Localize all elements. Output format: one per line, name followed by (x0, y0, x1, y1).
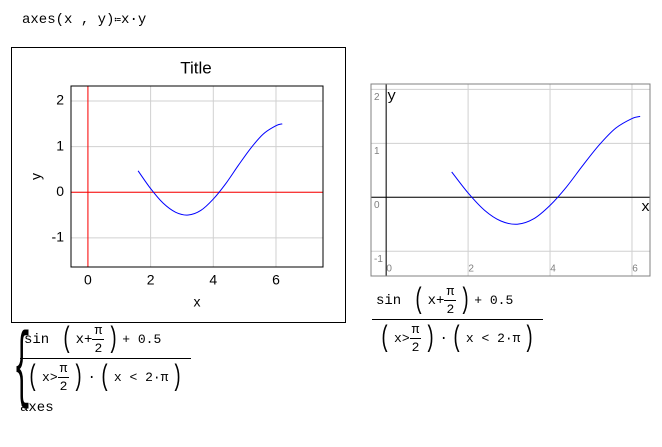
text: x> (394, 331, 410, 346)
chart-title: Title (180, 58, 212, 77)
text: x < 2·π (113, 370, 169, 385)
expression: sin (x+ π 2) + 0.5 (x> π 2) ·(x < 2·π) (372, 284, 543, 355)
text: sin (376, 292, 402, 309)
y-tick-label: 2 (56, 92, 64, 108)
text: 2 (446, 302, 455, 317)
fraction: sin (x+ π 2) + 0.5 (x> π 2) ·(x < 2·π) (372, 284, 543, 355)
text: x> (42, 370, 58, 385)
y-axis-label: y (387, 88, 396, 105)
definition: axes (x , y) ≔ x·y (22, 12, 146, 28)
x-axis-label: x (641, 199, 650, 216)
x-tick-label: 0 (386, 264, 392, 275)
x-tick-label: 4 (209, 272, 217, 288)
text: + 0.5 (474, 293, 514, 308)
x-tick-label: 2 (147, 272, 155, 288)
text: π (444, 284, 457, 301)
otherwise: axes (20, 400, 54, 416)
plot-box (370, 83, 651, 277)
text: 2 (411, 340, 420, 355)
assign: ≔ (114, 15, 122, 27)
text: π (409, 322, 422, 339)
text: π (92, 323, 105, 340)
function-name: axes (22, 12, 56, 28)
piecewise-expression: { sin (x+ π 2) + 0.5 (x> π 2) ·(x < 2·π) axes (10, 323, 191, 416)
y-tick-label: -1 (52, 229, 65, 245)
y-tick-label: 1 (56, 137, 64, 153)
y-tick-label: 1 (374, 146, 380, 157)
y-tick-label: 0 (374, 200, 380, 211)
text: 2 (94, 341, 103, 356)
x-tick-label: 2 (468, 264, 474, 275)
text: + 0.5 (122, 332, 162, 347)
y-tick-label: 0 (56, 183, 64, 199)
x-tick-label: 6 (632, 264, 638, 275)
brace: { (13, 321, 31, 417)
function-args: (x , y) (55, 12, 115, 28)
text: x+ (75, 331, 93, 348)
plot-box (70, 85, 324, 268)
text: x+ (427, 292, 445, 309)
x-axis-label: x (194, 294, 201, 310)
plot-frame (11, 47, 346, 323)
x-tick-label: 0 (84, 272, 92, 288)
curve (451, 115, 641, 225)
function-body: x·y (121, 12, 147, 28)
text: sin (24, 331, 50, 348)
y-tick-label: 2 (374, 92, 380, 103)
y-tick-label: -1 (374, 254, 383, 265)
text: π (57, 361, 70, 378)
text: 2 (59, 379, 68, 394)
x-tick-label: 4 (550, 264, 556, 275)
curve (137, 123, 283, 216)
fraction: sin (x+ π 2) + 0.5 (x> π 2) ·(x < 2·π) (20, 323, 191, 394)
x-tick-label: 6 (272, 272, 280, 288)
y-axis-label: y (28, 173, 44, 180)
text: x < 2·π (465, 331, 521, 346)
